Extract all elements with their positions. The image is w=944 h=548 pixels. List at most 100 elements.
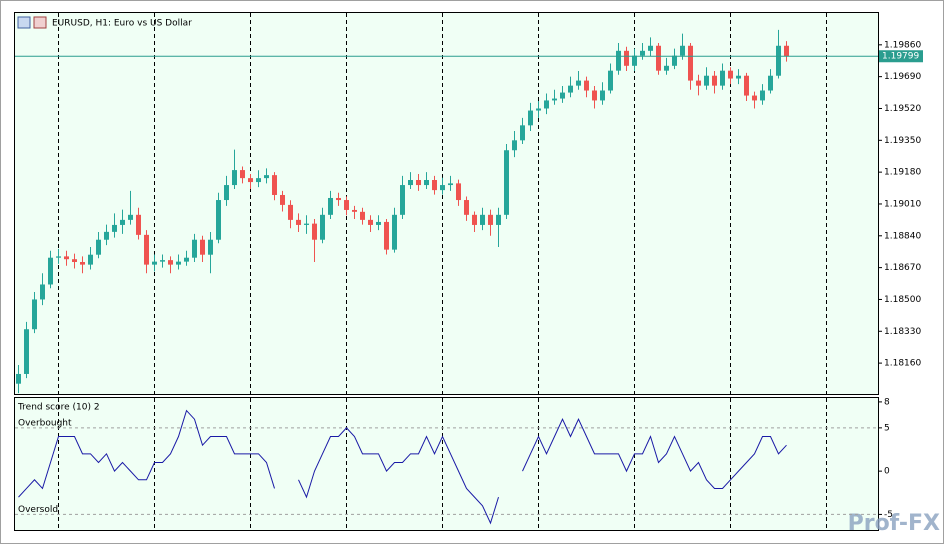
candle-body	[56, 256, 61, 258]
candle-body	[480, 214, 485, 225]
candle-body	[272, 175, 277, 195]
candle-body	[24, 329, 29, 374]
candle-body	[520, 125, 525, 141]
candle-body	[536, 108, 541, 111]
candle-body	[232, 170, 237, 186]
candle-body	[424, 180, 429, 186]
candle-body	[400, 185, 405, 215]
candle-body	[752, 95, 757, 101]
candle-body	[512, 140, 517, 151]
candle-body	[672, 55, 677, 66]
candle-body	[120, 219, 125, 225]
candle-body	[568, 85, 573, 93]
candle-body	[280, 194, 285, 205]
candle-body	[152, 261, 157, 265]
y-tick-label: 1.18670	[884, 263, 921, 273]
candle-body	[768, 75, 773, 91]
candle-body	[48, 257, 53, 285]
candle-body	[616, 50, 621, 71]
chart-title: EURUSD, H1: Euro vs US Dollar	[52, 19, 192, 29]
candle-body	[176, 261, 181, 265]
candle-body	[376, 221, 381, 225]
y-tick-label: 1.18840	[884, 231, 921, 241]
candle-body	[216, 200, 221, 240]
candle-body	[576, 80, 581, 86]
candle-body	[504, 150, 509, 215]
candle-body	[328, 197, 333, 215]
y-tick-label: 1.19180	[884, 168, 921, 178]
candle-body	[160, 260, 165, 262]
candle-body	[656, 45, 661, 71]
candle-body	[128, 214, 133, 220]
candle-body	[184, 257, 189, 262]
last-price-label: 1.19799	[882, 52, 919, 62]
candle-body	[776, 45, 781, 76]
candle-body	[96, 239, 101, 255]
y-tick-label: 1.19520	[884, 104, 921, 114]
last-price-box	[879, 50, 923, 63]
indicator-plot	[14, 397, 879, 531]
candle-body	[696, 80, 701, 86]
candle-body	[344, 200, 349, 210]
candle-body	[448, 183, 453, 186]
candle-body	[416, 180, 421, 186]
candle-body	[744, 75, 749, 96]
candle-body	[256, 178, 261, 183]
candle-body	[32, 299, 37, 330]
candle-body	[304, 223, 309, 225]
y-tick-label: 1.18330	[884, 327, 921, 337]
candle-body	[360, 211, 365, 220]
candle-body	[624, 50, 629, 66]
candle-body	[600, 90, 605, 101]
candle-body	[312, 223, 317, 240]
y-tick-label: 1.19350	[884, 136, 921, 146]
candle-body	[736, 75, 741, 79]
candle-body	[264, 175, 269, 179]
candle-body	[552, 98, 557, 101]
icon	[33, 16, 47, 29]
candle-body	[472, 214, 477, 225]
indicator-line	[18, 409, 275, 498]
candle-body	[72, 259, 77, 263]
candle-body	[648, 45, 653, 51]
candle-body	[408, 180, 413, 186]
candle-body	[200, 239, 205, 255]
candle-body	[704, 75, 709, 86]
main-plot	[14, 12, 879, 395]
candle-body	[208, 239, 213, 255]
y-tick-label: 1.19690	[884, 72, 921, 82]
candle-body	[432, 180, 437, 191]
candle-body	[664, 65, 669, 71]
candle-body	[608, 70, 613, 91]
candle-body	[40, 284, 45, 300]
candle-body	[16, 373, 21, 384]
candle-body	[136, 214, 141, 235]
y-tick-label: 5	[884, 423, 890, 433]
separators	[58, 13, 827, 530]
candle-body	[488, 214, 493, 225]
level-label: Overbought	[18, 418, 72, 428]
indicator-line	[298, 427, 499, 525]
candle-body	[296, 219, 301, 225]
y-tick-label: 1.19010	[884, 199, 921, 209]
candle-body	[192, 239, 197, 258]
candle-body	[224, 185, 229, 201]
y-tick-label: -5	[884, 510, 893, 520]
candle-body	[728, 70, 733, 79]
candle-body	[496, 214, 501, 225]
candle-body	[288, 204, 293, 220]
candle-body	[240, 170, 245, 179]
y-tick-label: 1.19860	[884, 40, 921, 50]
candle-body	[336, 197, 341, 201]
candle-body	[384, 221, 389, 250]
candle-body	[440, 185, 445, 191]
indicator-title: Trend score (10) 2	[17, 403, 100, 413]
y-tick-label: 0	[884, 467, 890, 477]
candle-body	[592, 90, 597, 101]
candle-body	[544, 100, 549, 109]
candle-body	[352, 209, 357, 212]
candle-body	[680, 45, 685, 56]
candle-body	[392, 214, 397, 250]
